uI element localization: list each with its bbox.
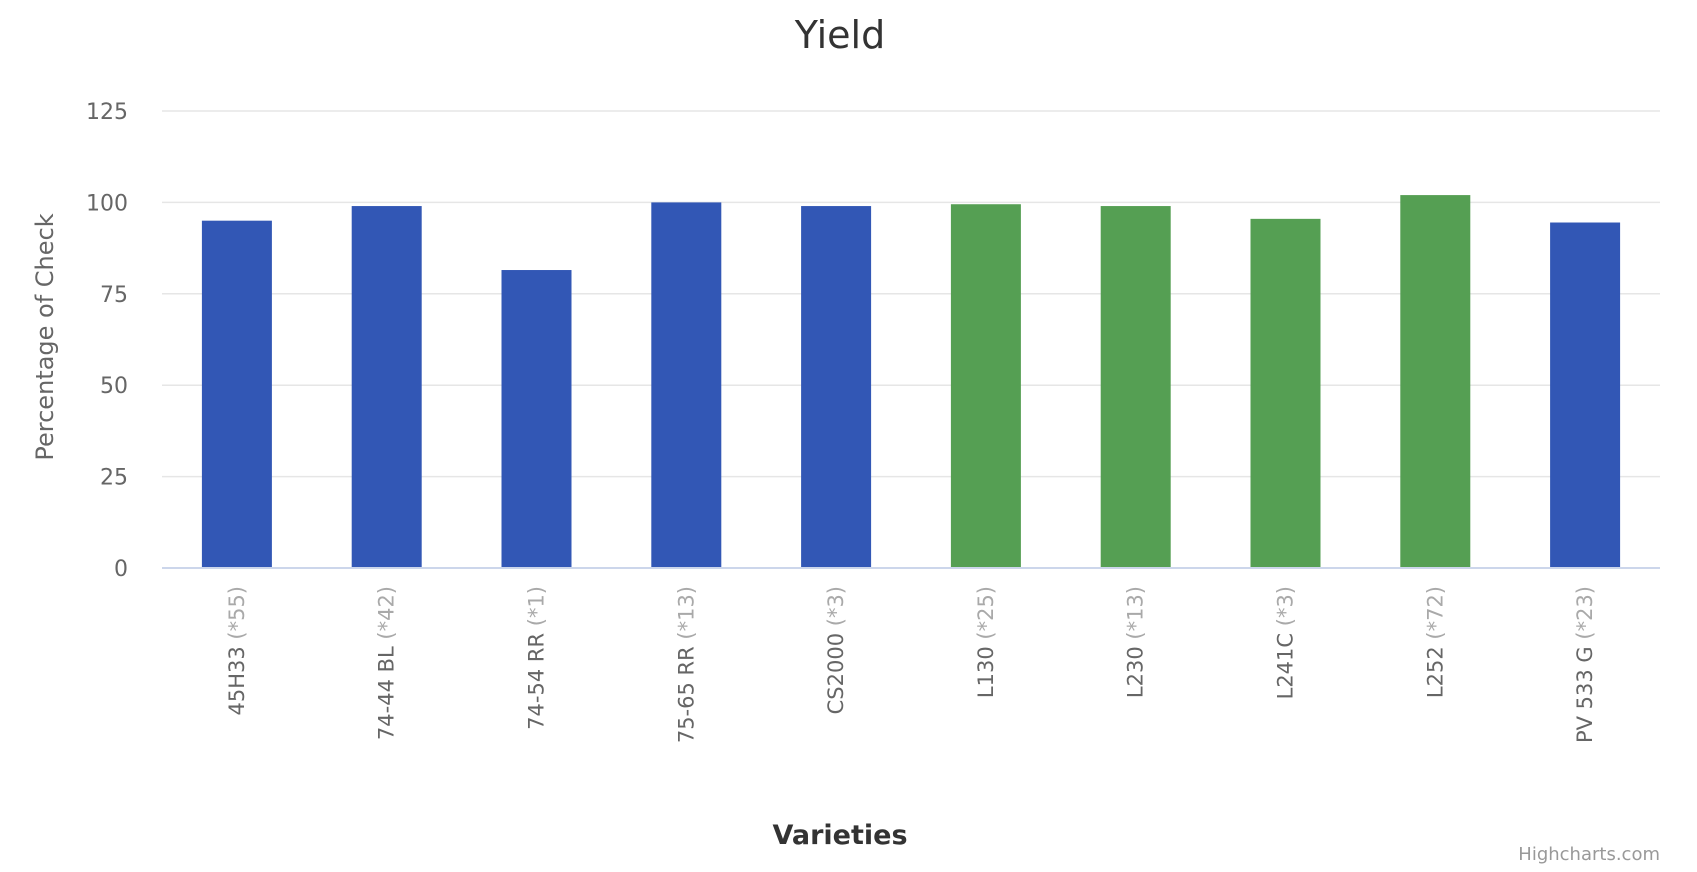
bar-74-54-rr[interactable] [501,270,572,568]
x-tick-note: (*55) [225,586,249,640]
y-axis-ticks: 0 25 50 75 100 125 [86,100,128,582]
x-tick-label: 45H33 (*55) [225,586,249,716]
x-tick-note: (*1) [525,586,549,626]
x-tick-name: L130 [974,640,998,698]
x-tick-name: PV 533 G [1573,640,1597,743]
x-tick-note: (*72) [1423,586,1447,640]
x-tick-name: L252 [1423,640,1447,698]
y-tick-label: 0 [114,557,128,582]
y-axis-label: Percentage of Check [31,213,59,460]
x-tick-note: (*23) [1573,586,1597,640]
x-tick-name: CS2000 [824,626,848,714]
x-tick-note: (*13) [674,586,698,640]
bar-cs2000[interactable] [801,206,872,568]
bar-74-44-bl[interactable] [351,206,422,568]
chart-title: Yield [794,13,885,57]
x-tick-note: (*13) [1124,586,1148,640]
y-tick-label: 100 [86,191,128,216]
x-tick-name: L241C [1274,626,1298,699]
x-tick-note: (*3) [824,586,848,626]
x-tick-label: L252 (*72) [1423,586,1447,698]
x-tick-label: L230 (*13) [1124,586,1148,698]
x-tick-label: 74-44 BL (*42) [375,586,399,740]
x-tick-name: 45H33 [225,640,249,716]
bars [201,195,1621,569]
y-tick-label: 75 [100,283,128,308]
x-tick-label: PV 533 G (*23) [1573,586,1597,743]
x-tick-note: (*42) [375,586,399,640]
y-tick-label: 125 [86,100,128,125]
bar-l252[interactable] [1400,195,1471,568]
x-tick-note: (*3) [1274,586,1298,626]
bar-l241c[interactable] [1250,218,1321,569]
y-tick-label: 25 [100,466,128,491]
bar-pv-533-g[interactable] [1550,222,1621,568]
x-tick-label: 74-54 RR (*1) [525,586,549,730]
x-tick-label: CS2000 (*3) [824,586,848,714]
x-tick-name: L230 [1124,640,1148,698]
x-tick-name: 75-65 RR [674,640,698,744]
bar-45h33[interactable] [201,220,272,568]
x-tick-label: L130 (*25) [974,586,998,698]
x-tick-name: 74-44 BL [375,640,399,740]
x-axis-label: Varieties [772,820,907,851]
x-axis-ticks: 45H33 (*55) 74-44 BL (*42) 74-54 RR (*1) 75… [225,586,1597,743]
x-tick-note: (*25) [974,586,998,640]
y-tick-label: 50 [100,374,128,399]
bar-l230[interactable] [1100,206,1171,568]
bar-75-65-rr[interactable] [651,202,722,568]
bar-l130[interactable] [950,204,1021,568]
x-tick-label: 75-65 RR (*13) [674,586,698,743]
x-tick-name: 74-54 RR [525,626,549,730]
credits-link[interactable]: Highcharts.com [1518,844,1660,865]
x-tick-label: L241C (*3) [1274,586,1298,699]
